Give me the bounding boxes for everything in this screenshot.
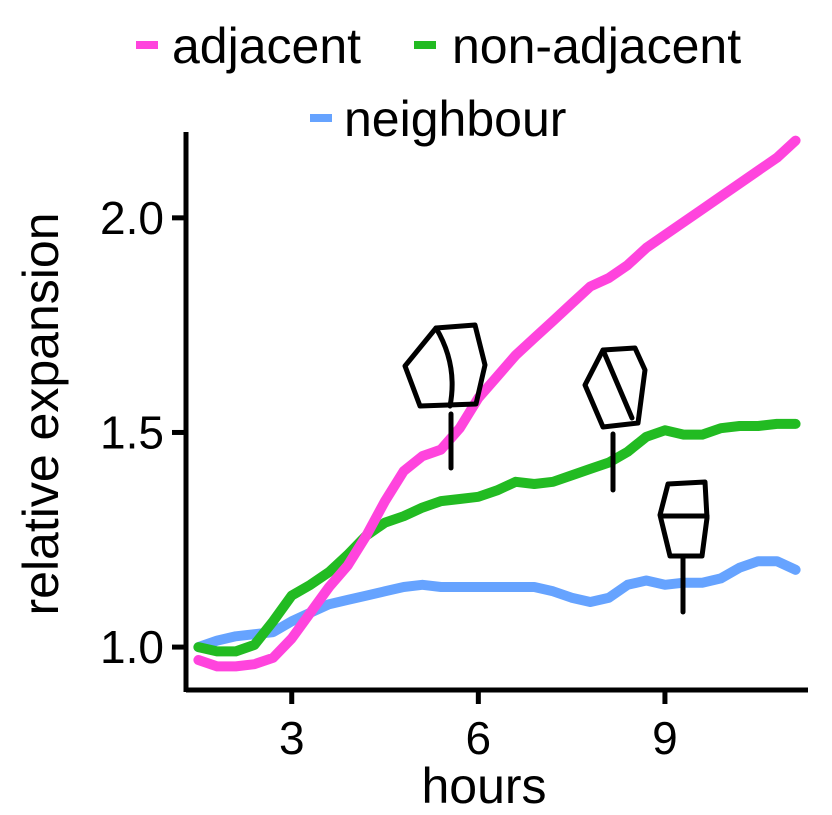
legend-label-neighbour: neighbour: [344, 91, 566, 147]
y-ticks: 1.0 1.5 2.0: [100, 192, 186, 673]
legend-item-neighbour: neighbour: [310, 91, 566, 147]
x-ticks: 3 6 9: [279, 690, 678, 764]
legend-item-non-adjacent: non-adjacent: [414, 18, 741, 74]
legend-label-adjacent: adjacent: [172, 18, 361, 74]
x-tick-label: 6: [466, 712, 492, 764]
y-tick-label: 2.0: [100, 192, 164, 244]
y-axis-title: relative expansion: [13, 212, 69, 615]
cell-glyph-adjacent-icon: [402, 322, 488, 471]
y-tick-label: 1.0: [100, 621, 164, 673]
series-group: [193, 135, 801, 672]
legend-item-adjacent: adjacent: [136, 18, 361, 74]
series-line-non-adjacent: [193, 418, 801, 657]
legend: adjacent non-adjacent neighbour: [136, 18, 741, 147]
legend-label-non-adjacent: non-adjacent: [452, 18, 741, 74]
series-line-neighbour: [193, 556, 801, 653]
cell-glyph-non-adjacent-icon: [582, 345, 648, 493]
x-tick-label: 3: [279, 712, 305, 764]
y-tick-label: 1.5: [100, 406, 164, 458]
x-axis-title: hours: [421, 758, 546, 814]
x-tick-label: 9: [652, 712, 678, 764]
cell-glyph-neighbour-icon: [657, 479, 710, 615]
series-line-adjacent: [193, 135, 801, 672]
